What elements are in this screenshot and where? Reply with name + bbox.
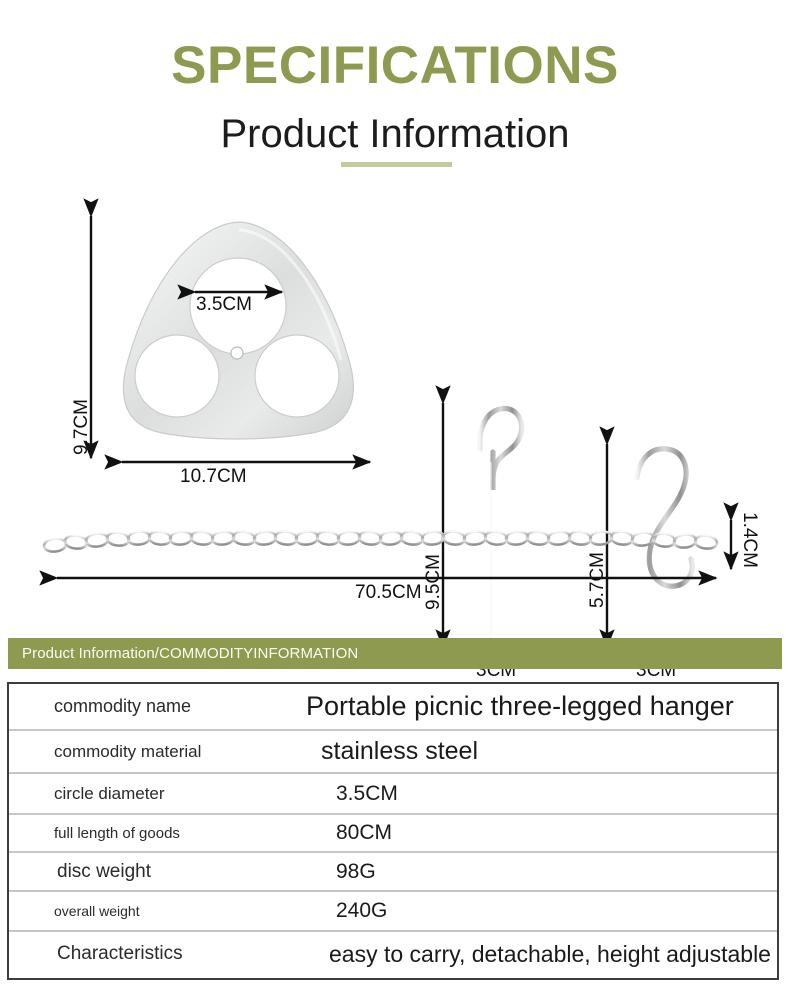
disc-hole-label: 3.5CM [196,294,252,315]
spec-value: 98G [336,859,376,883]
spec-value: 80CM [336,821,393,844]
spec-value: stainless steel [321,737,479,765]
spec-label: commodity name [54,696,192,716]
table-row: commodity name Portable picnic three-leg… [9,684,777,729]
page-subtitle: Product Information [220,112,570,156]
spec-value: 3.5CM [336,781,398,805]
j-hook-height-label: 9.5CM [423,554,444,610]
chain-illustration [42,530,719,553]
table-row: commodity material stainless steel [9,729,777,772]
spec-value: easy to carry, detachable, height adjust… [329,940,771,967]
product-dimension-diagram: 9.7CM 10.7CM 3.5CM 9.5CM 3CM 5.7CM 3CM 7… [0,190,790,681]
diagram-graphics [83,198,695,664]
table-row: circle diameter 3.5CM [9,772,777,813]
chain-length-label: 70.5CM [355,582,422,603]
table-row: disc weight 98G [9,851,777,890]
spec-label: Characteristics [57,943,183,964]
section-banner: Product Information/COMMODITYINFORMATION [8,638,782,669]
table-row: full length of goods 80CM [9,813,777,851]
chain-graphics [39,502,739,586]
spec-label: commodity material [54,741,202,761]
section-banner-label: Product Information/COMMODITYINFORMATION [22,645,359,662]
disc-height-label: 9.7CM [71,399,92,455]
spec-label: circle diameter [54,783,165,803]
disc-width-label: 10.7CM [180,466,247,487]
table-row: overall weight 240G [9,890,777,930]
disc-illustration [122,221,354,440]
s-hook-height-label: 5.7CM [587,552,608,608]
spec-label: disc weight [57,860,151,882]
title-underline [341,162,452,167]
table-row: Characteristics easy to carry, detachabl… [9,930,777,976]
spec-label: overall weight [54,903,140,919]
j-hook-illustration [477,405,525,646]
page-title: SPECIFICATIONS [171,36,619,95]
chain-thickness-label: 1.4CM [739,512,760,568]
specification-table: commodity name Portable picnic three-leg… [7,682,779,980]
spec-label: full length of goods [54,824,180,842]
spec-value: Portable picnic three-legged hanger [306,691,734,721]
spec-value: 240G [336,899,388,922]
